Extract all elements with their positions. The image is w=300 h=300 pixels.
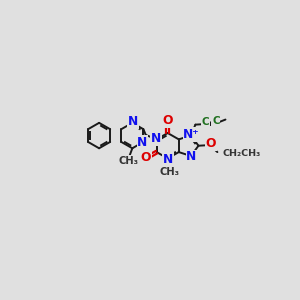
Text: N: N (186, 150, 197, 164)
Text: CH₃: CH₃ (118, 156, 138, 166)
Text: C: C (202, 117, 209, 127)
Text: CH₂CH₃: CH₂CH₃ (223, 149, 261, 158)
Text: O: O (163, 114, 173, 127)
Text: O: O (140, 151, 151, 164)
Text: N: N (163, 153, 173, 166)
Text: N: N (137, 136, 148, 149)
Text: N: N (151, 132, 161, 145)
Text: CH₃: CH₃ (159, 167, 179, 176)
Text: N: N (128, 116, 138, 128)
Text: N⁺: N⁺ (183, 128, 200, 141)
Text: C: C (212, 116, 220, 126)
Text: O: O (206, 137, 216, 150)
